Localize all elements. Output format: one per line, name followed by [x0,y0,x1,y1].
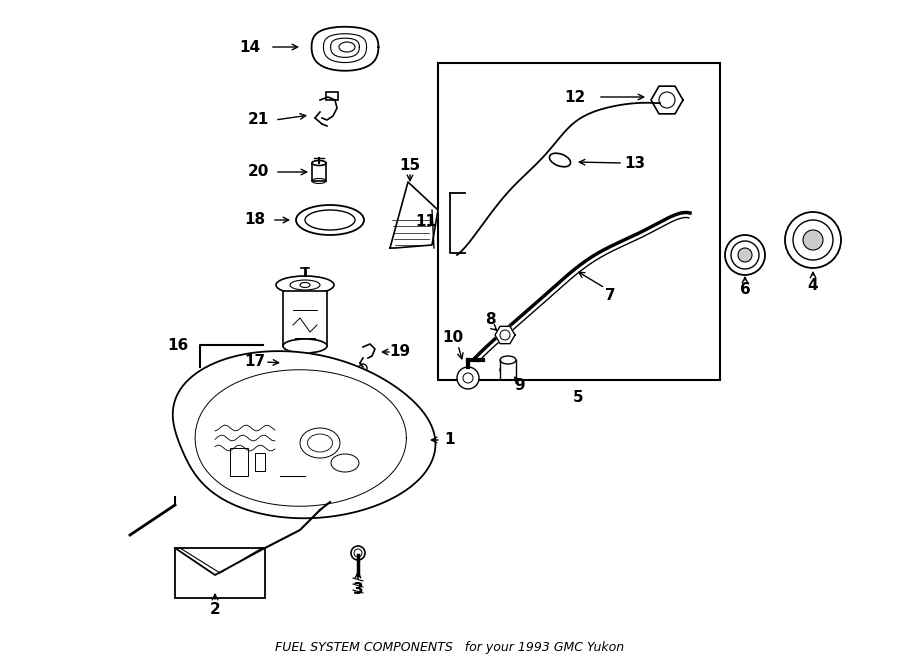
Text: 5: 5 [572,391,583,405]
Text: 4: 4 [807,278,818,293]
Circle shape [725,235,765,275]
Circle shape [738,248,752,262]
Text: 14: 14 [239,40,261,54]
Text: 11: 11 [415,215,436,229]
Ellipse shape [276,276,334,294]
Text: 9: 9 [515,377,526,393]
Text: 20: 20 [248,165,269,180]
Ellipse shape [282,358,328,373]
Polygon shape [651,86,683,114]
Bar [312,163,326,181]
Ellipse shape [500,356,516,364]
Text: 1: 1 [445,432,455,447]
Circle shape [803,230,823,250]
Text: 17: 17 [245,354,266,369]
Ellipse shape [283,339,327,353]
Text: 2: 2 [210,602,220,617]
Polygon shape [173,351,436,518]
Text: 15: 15 [400,157,420,173]
Bar [230,448,248,476]
Text: 16: 16 [167,338,189,352]
Text: 21: 21 [248,112,268,128]
Text: 12: 12 [564,89,586,104]
Text: 13: 13 [625,155,645,171]
Text: FUEL SYSTEM COMPONENTS   for your 1993 GMC Yukon: FUEL SYSTEM COMPONENTS for your 1993 GMC… [275,641,625,654]
Ellipse shape [500,365,516,375]
Text: 7: 7 [605,288,616,303]
Text: 19: 19 [390,344,410,360]
Ellipse shape [300,282,310,288]
Polygon shape [495,327,515,344]
Ellipse shape [550,153,571,167]
Text: 6: 6 [740,282,751,297]
Circle shape [351,546,365,560]
Text: 18: 18 [245,212,266,227]
Bar [326,92,338,100]
Circle shape [457,367,479,389]
Circle shape [785,212,841,268]
Bar [175,548,265,598]
Ellipse shape [305,210,355,230]
Ellipse shape [274,354,336,376]
Polygon shape [390,182,438,248]
Ellipse shape [296,205,364,235]
Bar [500,360,516,378]
Text: 3: 3 [353,582,364,598]
Bar [255,453,265,471]
Bar [438,63,720,380]
Bar [283,291,327,346]
Text: 10: 10 [443,330,464,346]
Ellipse shape [312,161,326,165]
Text: 8: 8 [485,313,495,327]
